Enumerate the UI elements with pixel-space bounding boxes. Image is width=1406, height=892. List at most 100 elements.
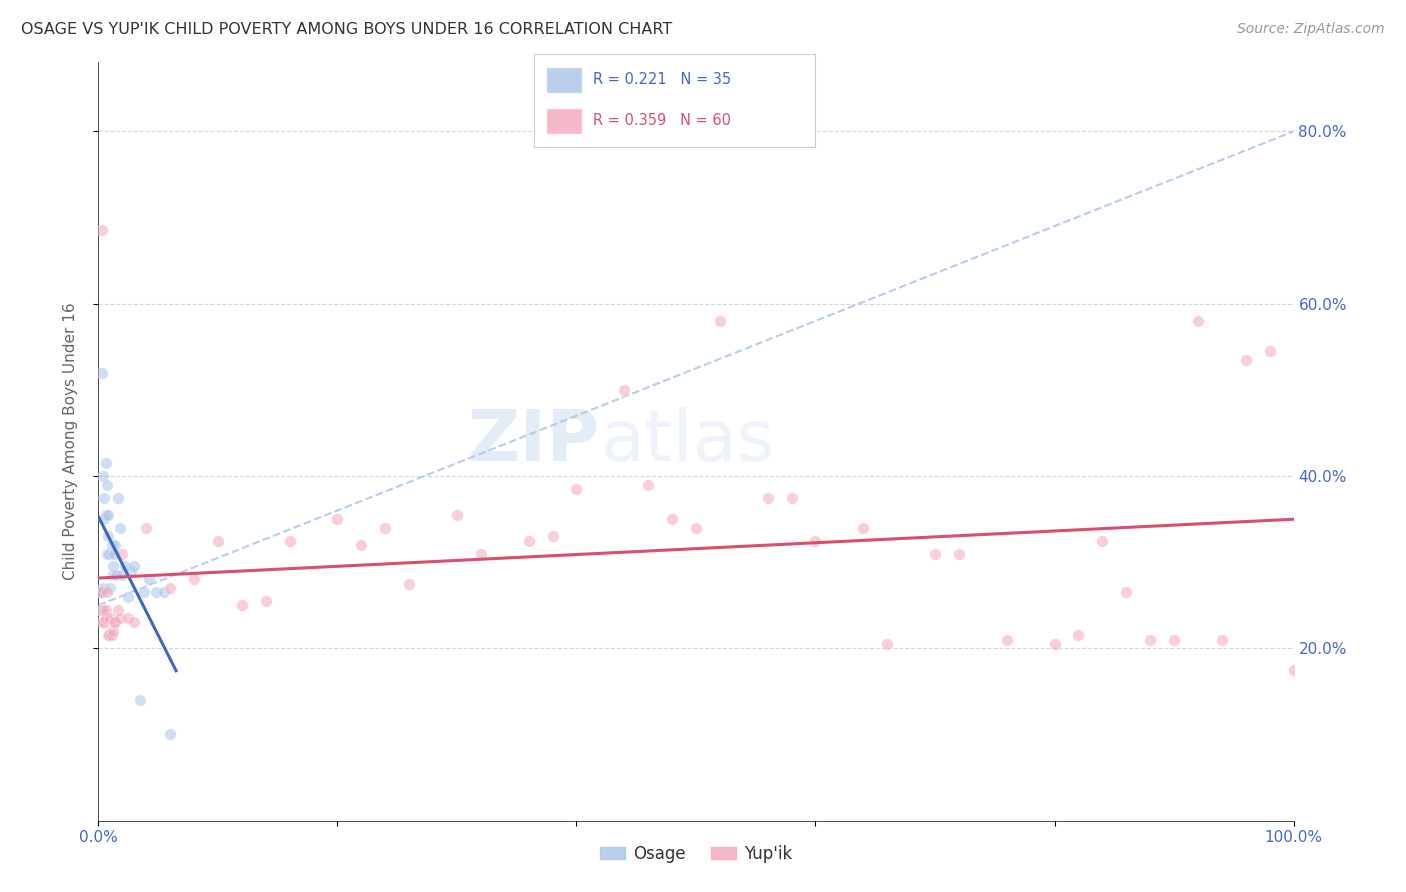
Yup'ik xyxy=(1282,663,1305,677)
Yup'ik xyxy=(1258,344,1281,359)
Text: R = 0.359   N = 60: R = 0.359 N = 60 xyxy=(593,113,731,128)
Yup'ik xyxy=(103,615,125,630)
Yup'ik xyxy=(685,521,707,535)
Osage xyxy=(101,568,124,582)
Osage xyxy=(101,559,124,574)
Yup'ik xyxy=(278,533,301,548)
Yup'ik xyxy=(613,383,636,397)
Yup'ik xyxy=(780,491,803,505)
Yup'ik xyxy=(159,581,181,595)
Y-axis label: Child Poverty Among Boys Under 16: Child Poverty Among Boys Under 16 xyxy=(63,302,77,581)
Osage xyxy=(159,727,181,741)
Osage xyxy=(153,585,176,599)
Osage xyxy=(94,508,117,522)
Yup'ik xyxy=(91,223,114,237)
Yup'ik xyxy=(804,533,827,548)
Yup'ik xyxy=(94,611,117,625)
Osage xyxy=(108,521,131,535)
Osage xyxy=(93,512,115,526)
Yup'ik xyxy=(1234,352,1257,367)
Yup'ik xyxy=(1139,632,1161,647)
Yup'ik xyxy=(1163,632,1185,647)
Yup'ik xyxy=(183,573,205,587)
Osage xyxy=(93,491,115,505)
Osage xyxy=(132,585,155,599)
Osage xyxy=(114,559,136,574)
Osage xyxy=(96,477,118,491)
Osage xyxy=(97,529,120,543)
Osage xyxy=(103,547,125,561)
Yup'ik xyxy=(1187,314,1209,328)
Yup'ik xyxy=(94,602,117,616)
Yup'ik xyxy=(96,585,118,599)
Yup'ik xyxy=(709,314,731,328)
Yup'ik xyxy=(446,508,468,522)
FancyBboxPatch shape xyxy=(546,108,582,134)
Osage xyxy=(100,538,122,552)
Yup'ik xyxy=(756,491,779,505)
Yup'ik xyxy=(111,547,134,561)
Yup'ik xyxy=(398,576,420,591)
Osage xyxy=(98,581,122,595)
Yup'ik xyxy=(90,585,112,599)
Osage xyxy=(96,547,118,561)
Osage xyxy=(111,568,134,582)
Osage xyxy=(91,581,114,595)
Yup'ik xyxy=(637,477,659,491)
Yup'ik xyxy=(254,594,277,608)
Yup'ik xyxy=(124,615,146,630)
Yup'ik xyxy=(876,637,898,651)
Osage xyxy=(138,573,160,587)
Legend: Osage, Yup'ik: Osage, Yup'ik xyxy=(593,838,799,869)
Yup'ik xyxy=(117,611,139,625)
Yup'ik xyxy=(98,628,121,642)
Osage xyxy=(90,602,112,616)
Yup'ik xyxy=(207,533,229,548)
Osage xyxy=(91,585,114,599)
Yup'ik xyxy=(326,512,349,526)
Yup'ik xyxy=(104,615,127,630)
Yup'ik xyxy=(91,615,114,630)
Osage xyxy=(129,693,152,707)
Yup'ik xyxy=(995,632,1018,647)
Yup'ik xyxy=(374,521,396,535)
Yup'ik xyxy=(1211,632,1233,647)
Osage xyxy=(120,564,142,578)
Yup'ik xyxy=(100,628,122,642)
Yup'ik xyxy=(1067,628,1090,642)
Yup'ik xyxy=(231,599,253,613)
Yup'ik xyxy=(470,547,492,561)
Yup'ik xyxy=(93,615,115,630)
Yup'ik xyxy=(852,521,875,535)
Yup'ik xyxy=(661,512,683,526)
Text: R = 0.221   N = 35: R = 0.221 N = 35 xyxy=(593,72,731,87)
Yup'ik xyxy=(924,547,946,561)
Yup'ik xyxy=(97,628,120,642)
Osage xyxy=(89,585,111,599)
Osage xyxy=(124,559,146,574)
FancyBboxPatch shape xyxy=(546,67,582,93)
Text: OSAGE VS YUP'IK CHILD POVERTY AMONG BOYS UNDER 16 CORRELATION CHART: OSAGE VS YUP'IK CHILD POVERTY AMONG BOYS… xyxy=(21,22,672,37)
Yup'ik xyxy=(517,533,540,548)
Yup'ik xyxy=(101,624,124,639)
Osage xyxy=(117,590,139,604)
Yup'ik xyxy=(91,602,114,616)
Text: ZIP: ZIP xyxy=(468,407,600,476)
Osage xyxy=(94,456,117,470)
Osage xyxy=(91,366,114,380)
Yup'ik xyxy=(565,482,588,496)
Osage xyxy=(104,538,127,552)
Yup'ik xyxy=(108,611,131,625)
Text: Source: ZipAtlas.com: Source: ZipAtlas.com xyxy=(1237,22,1385,37)
Yup'ik xyxy=(107,602,129,616)
Yup'ik xyxy=(541,529,564,543)
Osage xyxy=(98,547,121,561)
Yup'ik xyxy=(98,611,122,625)
Osage xyxy=(107,491,129,505)
Yup'ik xyxy=(135,521,157,535)
Osage xyxy=(97,508,120,522)
Osage xyxy=(91,469,114,483)
Yup'ik xyxy=(1091,533,1114,548)
Yup'ik xyxy=(948,547,970,561)
Yup'ik xyxy=(1043,637,1066,651)
